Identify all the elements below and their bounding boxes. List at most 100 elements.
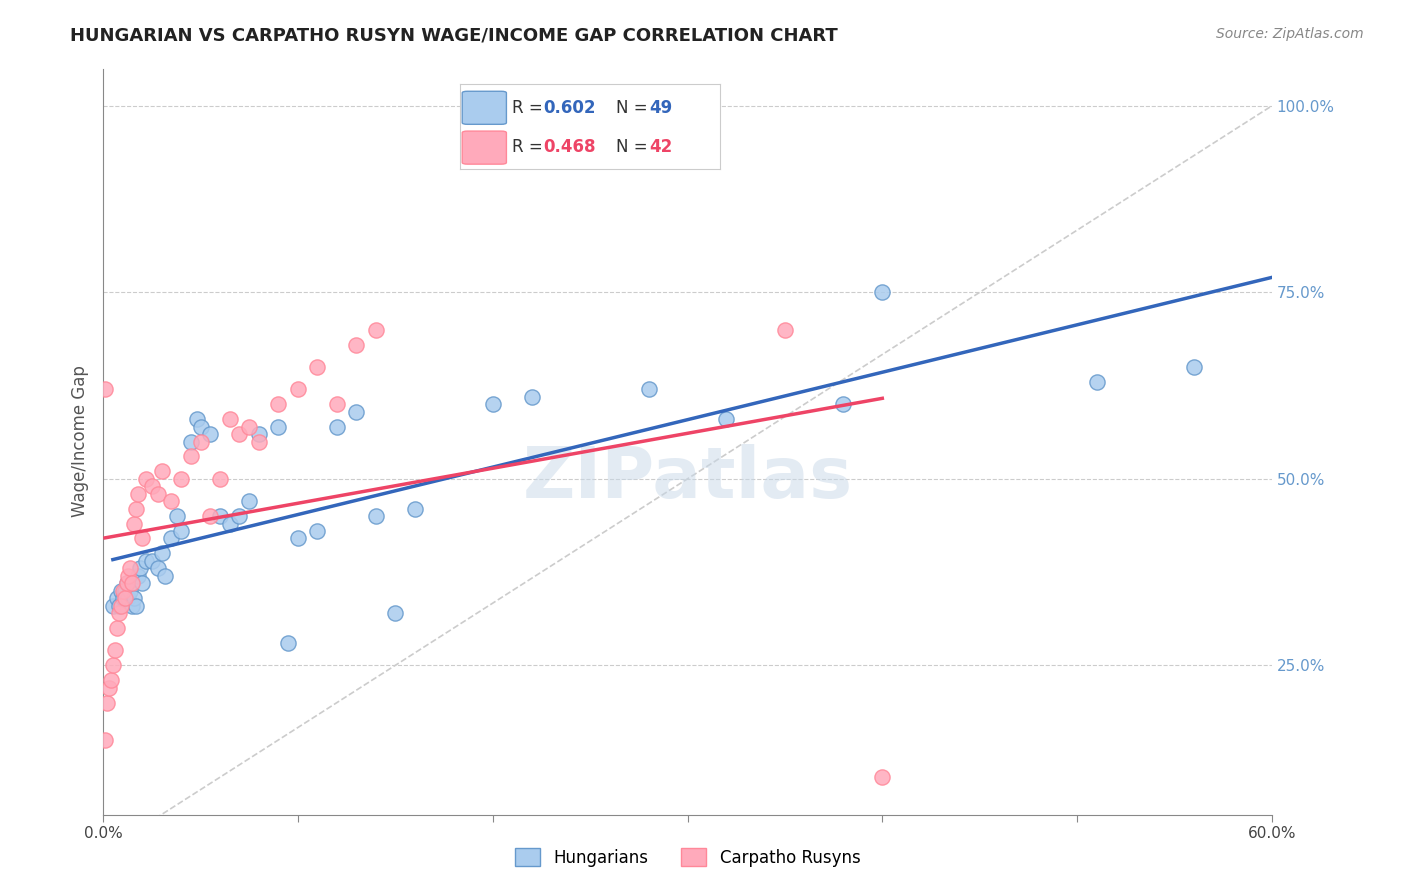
Point [170,524,193,538]
Point [872,770,894,784]
Point [131,576,153,591]
Point [832,397,855,411]
Point [110,583,132,598]
Point [141,479,163,493]
Point [150,464,173,478]
Point [101,658,124,673]
Point [111,583,134,598]
Point [716,412,738,426]
Point [101,599,124,613]
Point [117,591,139,606]
Point [277,636,299,650]
Point [384,606,406,620]
Point [200,509,222,524]
Point [180,450,202,464]
Point [141,554,163,568]
Point [287,382,309,396]
Point [180,434,202,449]
Point [238,494,260,508]
Point [135,554,157,568]
Point [481,397,503,411]
Point [160,532,183,546]
Point [117,569,139,583]
Point [125,501,148,516]
Point [228,509,250,524]
Point [146,561,169,575]
Point [200,427,222,442]
Point [129,561,152,575]
Point [98,681,121,695]
Point [773,323,796,337]
Point [121,576,143,591]
Point [115,576,138,591]
Point [238,419,260,434]
Point [124,591,146,606]
Point [326,419,349,434]
Text: R =: R = [512,99,547,117]
Point [110,599,132,613]
Point [96,696,118,710]
FancyBboxPatch shape [463,131,506,164]
Point [404,501,426,516]
Point [104,643,127,657]
Point [131,532,153,546]
Point [127,569,149,583]
Point [125,599,148,613]
Point [107,606,129,620]
Point [1085,375,1108,389]
Point [326,397,349,411]
Point [146,487,169,501]
Text: N =: N = [616,99,652,117]
Text: 0.602: 0.602 [543,99,595,117]
Point [637,382,659,396]
Point [107,599,129,613]
Point [344,337,367,351]
Point [121,599,143,613]
Point [287,532,309,546]
Point [135,472,157,486]
Point [190,434,212,449]
Point [872,285,894,300]
Y-axis label: Wage/Income Gap: Wage/Income Gap [72,366,89,517]
Point [208,509,231,524]
Point [166,509,188,524]
Text: ZIPatlas: ZIPatlas [523,444,852,513]
Point [124,516,146,531]
Point [267,419,290,434]
Point [160,494,183,508]
Point [120,583,142,598]
Point [267,397,290,411]
Point [190,419,212,434]
Point [115,576,138,591]
Point [247,427,270,442]
Point [127,487,149,501]
Point [520,390,543,404]
Point [186,412,208,426]
Point [364,323,387,337]
Point [1182,359,1205,374]
Text: N =: N = [616,138,652,156]
Text: 49: 49 [650,99,672,117]
Point [114,583,136,598]
Point [155,569,177,583]
Point [170,472,193,486]
FancyBboxPatch shape [463,91,506,124]
Legend: Hungarians, Carpatho Rusyns: Hungarians, Carpatho Rusyns [508,842,868,873]
Point [228,427,250,442]
Point [114,591,136,606]
Point [247,434,270,449]
Point [111,591,134,606]
Text: 0.468: 0.468 [543,138,595,156]
Point [218,412,240,426]
Text: HUNGARIAN VS CARPATHO RUSYN WAGE/INCOME GAP CORRELATION CHART: HUNGARIAN VS CARPATHO RUSYN WAGE/INCOME … [70,27,838,45]
Point [344,405,367,419]
Text: 42: 42 [650,138,672,156]
Point [208,472,231,486]
Point [100,673,122,688]
Point [94,382,117,396]
Point [150,546,173,560]
Point [364,509,387,524]
Point [94,733,117,747]
Text: R =: R = [512,138,547,156]
Point [105,621,128,635]
